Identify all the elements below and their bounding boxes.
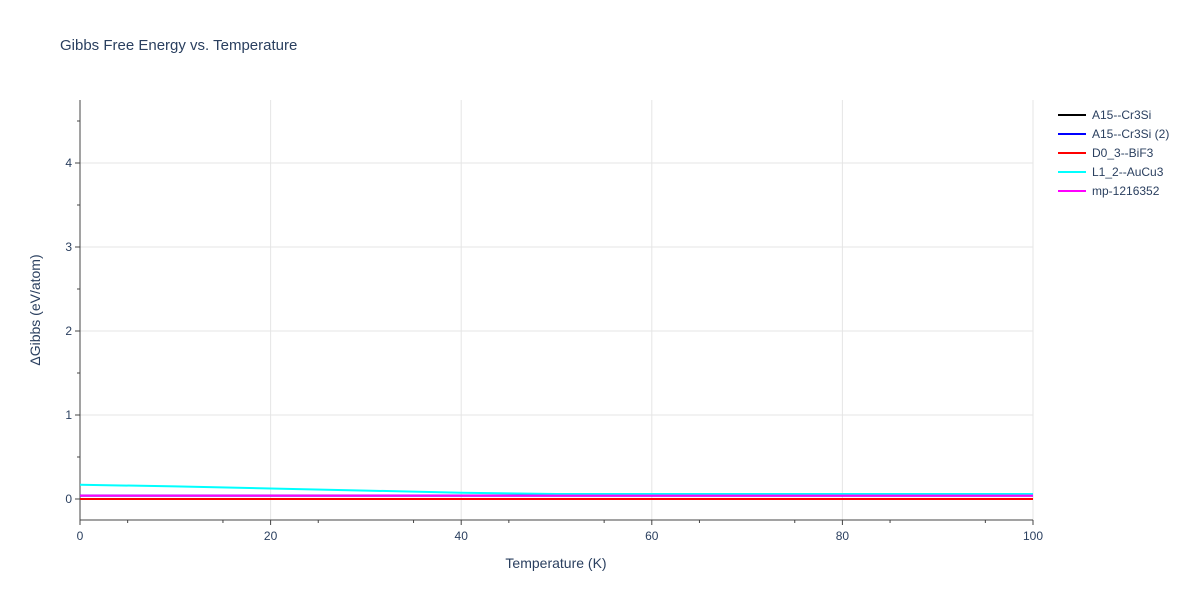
y-tick-label: 3 [65, 240, 72, 254]
y-axis-title: ΔGibbs (eV/atom) [27, 254, 43, 365]
legend-label: D0_3--BiF3 [1092, 146, 1154, 160]
legend[interactable]: A15--Cr3Si A15--Cr3Si (2) D0_3--BiF3 L1_2--… [1058, 108, 1169, 198]
x-tick-label: 60 [645, 529, 659, 543]
series-line-l1-2-aucu3 [79, 483, 1033, 495]
series-layer [79, 483, 1033, 500]
legend-item[interactable]: L1_2--AuCu3 [1058, 165, 1164, 179]
legend-label: mp-1216352 [1092, 184, 1160, 198]
x-axis-title: Temperature (K) [505, 555, 606, 571]
axes-layer: 0 20 40 60 80 100 0 1 2 3 4 [65, 100, 1043, 543]
y-tick-label: 4 [65, 156, 72, 170]
legend-label: A15--Cr3Si [1092, 108, 1151, 122]
y-tick-label: 0 [65, 492, 72, 506]
legend-item[interactable]: A15--Cr3Si [1058, 108, 1151, 122]
legend-label: A15--Cr3Si (2) [1092, 127, 1169, 141]
legend-item[interactable]: D0_3--BiF3 [1058, 146, 1154, 160]
y-tick-label: 1 [65, 408, 72, 422]
legend-label: L1_2--AuCu3 [1092, 165, 1164, 179]
legend-item[interactable]: mp-1216352 [1058, 184, 1160, 198]
x-tick-label: 40 [455, 529, 469, 543]
x-tick-label: 80 [836, 529, 850, 543]
x-tick-label: 100 [1023, 529, 1043, 543]
chart-title: Gibbs Free Energy vs. Temperature [60, 37, 297, 54]
x-tick-label: 20 [264, 529, 278, 543]
legend-item[interactable]: A15--Cr3Si (2) [1058, 127, 1169, 141]
y-tick-label: 2 [65, 324, 72, 338]
x-tick-label: 0 [77, 529, 84, 543]
